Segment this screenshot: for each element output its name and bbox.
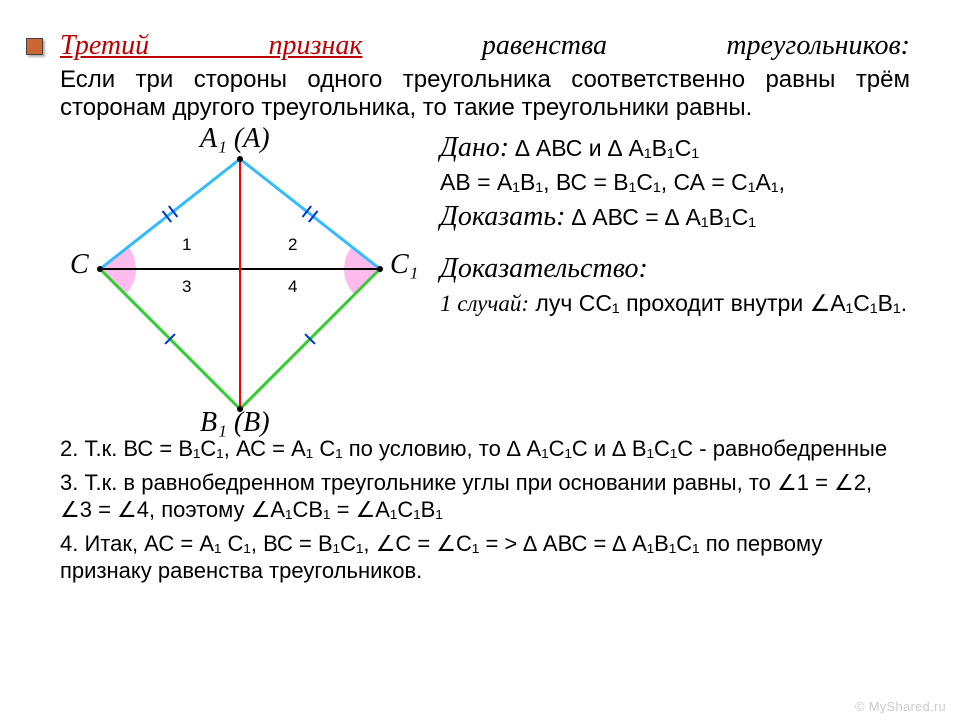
given-line: Дано: ∆ АВС и ∆ А₁В₁С₁ bbox=[440, 129, 910, 167]
slide-bullet-icon bbox=[26, 38, 43, 55]
watermark: © MyShared.ru bbox=[855, 699, 946, 714]
step-3: 3. Т.к. в равнобедренном треугольнике уг… bbox=[60, 469, 910, 524]
proof-case1: 1 случай: луч СС₁ проходит внутри ∠А₁С₁В… bbox=[440, 288, 910, 319]
proof-label: Доказательство: bbox=[440, 250, 910, 288]
angle-label-1: 1 bbox=[182, 235, 191, 255]
case1-text: луч СС₁ проходит внутри ∠А₁С₁В₁. bbox=[529, 290, 907, 316]
slide-content: Третий признак равенства треугольников: … bbox=[0, 0, 960, 611]
angle-label-2: 2 bbox=[288, 235, 297, 255]
prove-text: ∆ АВС = ∆ А₁В₁С₁ bbox=[565, 204, 756, 230]
vertex-label-B: В₁ (В) bbox=[200, 407, 270, 439]
angle-label-4: 4 bbox=[288, 277, 297, 297]
title: Третий признак равенства треугольников: bbox=[60, 30, 910, 62]
vertex-label-C: С bbox=[70, 249, 89, 281]
vertex-label-C1: С₁ bbox=[390, 249, 418, 281]
given-prove-block: Дано: ∆ АВС и ∆ А₁В₁С₁ АВ = А₁В₁, ВС = В… bbox=[440, 129, 910, 318]
prove-label: Доказать: bbox=[440, 201, 565, 232]
prove-line: Доказать: ∆ АВС = ∆ А₁В₁С₁ bbox=[440, 198, 910, 236]
given-text: ∆ АВС и ∆ А₁В₁С₁ bbox=[509, 135, 699, 161]
theorem-text: Если три стороны одного треугольника соо… bbox=[60, 66, 910, 121]
given-eq: АВ = А₁В₁, ВС = В₁С₁, СА = С₁А₁, bbox=[440, 167, 910, 198]
proof-steps: 2. Т.к. ВС = В₁С₁, АС = А₁ С₁ по условию… bbox=[60, 435, 910, 585]
given-label: Дано: bbox=[440, 132, 509, 163]
vertex-label-A: А₁ (А) bbox=[200, 123, 270, 155]
geometry-diagram: А₁ (А) С С₁ В₁ (В) 1 2 3 4 bbox=[60, 129, 420, 429]
step-2: 2. Т.к. ВС = В₁С₁, АС = А₁ С₁ по условию… bbox=[60, 435, 910, 463]
title-black: равенства треугольников: bbox=[362, 30, 910, 61]
case1-prefix: 1 случай: bbox=[440, 291, 529, 316]
title-red: Третий признак bbox=[60, 30, 362, 61]
step-4: 4. Итак, АС = А₁ С₁, ВС = В₁С₁, ∠С = ∠С₁… bbox=[60, 530, 910, 585]
angle-label-3: 3 bbox=[182, 277, 191, 297]
